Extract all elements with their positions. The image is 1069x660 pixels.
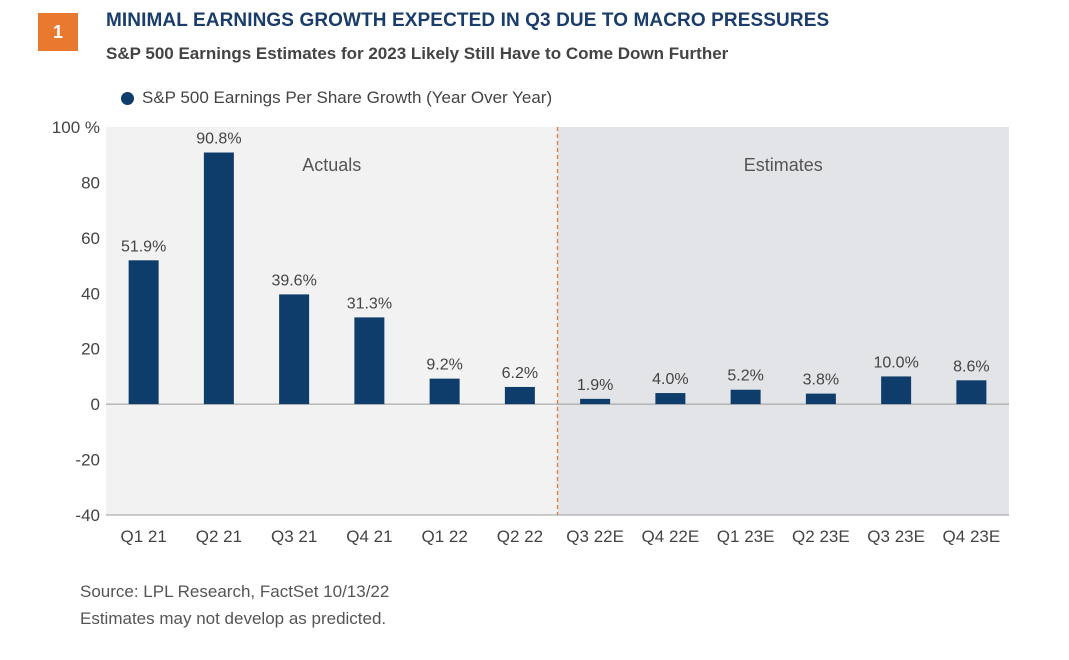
x-tick-label: Q4 23E: [943, 527, 1001, 546]
bar: [580, 398, 611, 405]
x-tick-label: Q3 21: [271, 527, 317, 546]
y-tick-label: 0: [91, 395, 100, 414]
x-tick-label: Q2 22: [497, 527, 543, 546]
bar: [881, 376, 912, 405]
x-tick-label: Q4 21: [346, 527, 392, 546]
y-tick-label: 40: [81, 284, 100, 303]
x-tick-label: Q3 23E: [867, 527, 925, 546]
data-label: 31.3%: [347, 295, 392, 312]
y-tick-label: 20: [81, 340, 100, 359]
bar: [354, 317, 385, 405]
data-label: 10.0%: [873, 354, 918, 371]
bar: [956, 380, 987, 405]
x-tick-label: Q1 22: [421, 527, 467, 546]
bar: [730, 389, 761, 405]
chart-title: MINIMAL EARNINGS GROWTH EXPECTED IN Q3 D…: [106, 10, 830, 31]
data-label: 5.2%: [727, 368, 763, 385]
y-tick-label: 80: [81, 173, 100, 192]
bar: [429, 378, 460, 405]
y-tick-label: 100 %: [52, 118, 100, 137]
x-tick-label: Q4 22E: [642, 527, 700, 546]
y-tick-label: 60: [81, 229, 100, 248]
bar: [279, 294, 310, 405]
y-tick-label: -40: [75, 506, 100, 525]
data-label: 1.9%: [577, 377, 613, 394]
x-tick-label: Q2 23E: [792, 527, 850, 546]
estimates-region: [557, 127, 1009, 515]
x-tick-label: Q2 21: [196, 527, 242, 546]
legend-marker: [121, 91, 134, 105]
data-label: 6.2%: [502, 365, 538, 382]
bar: [128, 260, 159, 405]
data-label: 9.2%: [426, 357, 462, 374]
legend: S&P 500 Earnings Per Share Growth (Year …: [121, 88, 552, 108]
bar: [805, 393, 836, 405]
data-label: 51.9%: [121, 238, 166, 255]
bar: [203, 152, 234, 405]
x-tick-label: Q1 21: [120, 527, 166, 546]
source-note: Source: LPL Research, FactSet 10/13/22: [80, 582, 390, 601]
region-label-actuals: Actuals: [302, 155, 361, 175]
data-label: 4.0%: [652, 371, 688, 388]
bar: [655, 393, 686, 405]
data-label: 3.8%: [803, 372, 839, 389]
data-label: 90.8%: [196, 130, 241, 147]
figure-number-badge: 1: [38, 13, 78, 51]
y-tick-label: -20: [75, 451, 100, 470]
region-label-estimates: Estimates: [744, 155, 823, 175]
chart-subtitle: S&P 500 Earnings Estimates for 2023 Like…: [106, 44, 729, 63]
x-tick-label: Q3 22E: [566, 527, 624, 546]
legend-label: S&P 500 Earnings Per Share Growth (Year …: [142, 88, 553, 107]
disclaimer-note: Estimates may not develop as predicted.: [80, 609, 387, 628]
chart-notes: Source: LPL Research, FactSet 10/13/22 E…: [80, 578, 389, 632]
data-label: 8.6%: [953, 358, 989, 375]
bar: [504, 386, 535, 405]
x-tick-label: Q1 23E: [717, 527, 775, 546]
data-label: 39.6%: [271, 272, 316, 289]
